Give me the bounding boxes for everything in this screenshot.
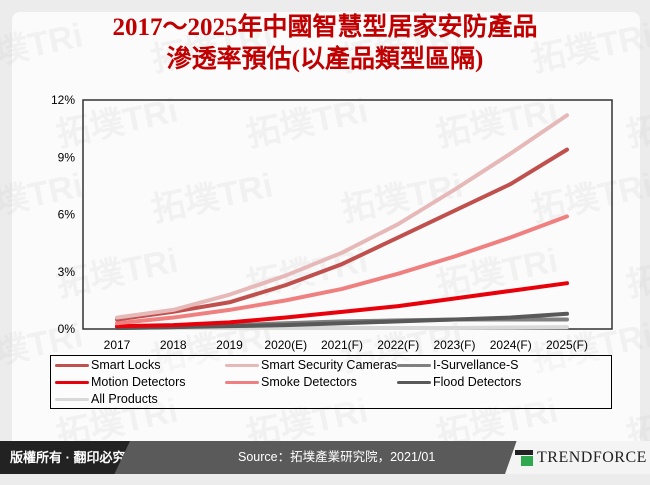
x-tick-label: 2017 xyxy=(104,338,131,352)
trendforce-logo-icon xyxy=(515,450,533,466)
legend-swatch xyxy=(55,380,89,384)
y-tick-label: 0% xyxy=(58,322,76,336)
source-note: Source：拓墣產業研究院，2021/01 xyxy=(238,450,436,464)
chart-card xyxy=(12,12,640,452)
series-line-smart-locks xyxy=(115,147,569,322)
chart-title-line2: 滲透率預估(以產品類型區隔) xyxy=(166,46,484,73)
y-tick-label: 9% xyxy=(58,150,76,164)
legend-swatch xyxy=(225,363,259,367)
legend-item: Motion Detectors xyxy=(55,374,185,390)
legend-swatch xyxy=(225,380,259,384)
x-tick-label: 2023(F) xyxy=(433,338,475,352)
brand-logo: TrendForce xyxy=(515,449,647,467)
series-line-smart-security-cameras xyxy=(115,113,569,320)
x-tick-label: 2025(F) xyxy=(546,338,588,352)
legend-label: Smoke Detectors xyxy=(261,375,357,389)
legend-swatch xyxy=(397,363,431,367)
legend-label: Smart Security Cameras xyxy=(261,358,398,372)
legend-label: Flood Detectors xyxy=(433,375,522,389)
y-tick-label: 6% xyxy=(58,208,76,222)
x-tick-label: 2022(F) xyxy=(377,338,419,352)
copyright-notice: 版權所有 · 翻印必究 xyxy=(0,441,130,474)
plot-area xyxy=(82,99,613,330)
x-tick-label: 2021(F) xyxy=(321,338,363,352)
legend-label: I-Survellance-S xyxy=(433,358,519,372)
legend-item: Smoke Detectors xyxy=(225,374,357,390)
x-tick-label: 2019 xyxy=(216,338,243,352)
legend-item: Smart Security Cameras xyxy=(225,357,397,373)
legend-swatch xyxy=(397,380,431,384)
legend-item: Flood Detectors xyxy=(397,374,521,390)
legend-label: Smart Locks xyxy=(91,358,161,372)
series-line-motion-detectors xyxy=(115,281,569,329)
legend-label: Motion Detectors xyxy=(91,375,186,389)
legend-item: All Products xyxy=(55,391,158,407)
legend-swatch xyxy=(55,397,89,401)
x-tick-label: 2024(F) xyxy=(490,338,532,352)
x-tick-label: 2020(E) xyxy=(264,338,307,352)
series-line-smoke-detectors xyxy=(115,214,569,326)
y-tick-label: 3% xyxy=(58,265,76,279)
y-tick-label: 12% xyxy=(51,93,75,107)
legend-item: Smart Locks xyxy=(55,357,160,373)
legend-item: I-Survellance-S xyxy=(397,357,518,373)
legend-swatch xyxy=(55,363,89,367)
chart-title-line1: 2017～2025年中國智慧型居家安防產品 xyxy=(112,14,538,41)
legend-label: All Products xyxy=(91,392,158,406)
x-tick-label: 2018 xyxy=(160,338,187,352)
legend: Smart Locks Smart Security Cameras I-Surve… xyxy=(50,355,612,409)
series-line-flood-detectors xyxy=(115,311,569,331)
brand-name: TrendForce xyxy=(537,449,647,466)
